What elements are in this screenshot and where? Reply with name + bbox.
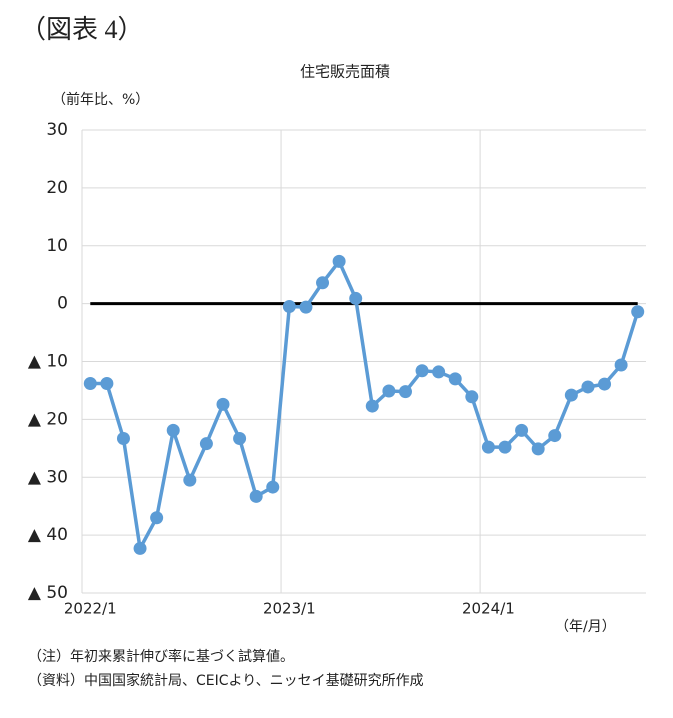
y-tick-label: ▲ 50: [28, 583, 68, 603]
x-tick-label: 2023/1: [263, 600, 316, 618]
data-point: [631, 305, 645, 319]
data-point: [249, 489, 263, 503]
data-point: [266, 480, 280, 494]
y-tick-label: 20: [46, 178, 68, 198]
data-point: [100, 376, 114, 390]
data-point: [282, 300, 296, 314]
x-axis-label: （年/月）: [555, 619, 616, 635]
data-point: [83, 376, 97, 390]
data-point: [465, 390, 479, 404]
data-point: [382, 384, 396, 398]
data-point: [598, 377, 612, 391]
data-point: [183, 473, 197, 487]
note: （資料）中国国家統計局、CEICより、ニッセイ基礎研究所作成: [28, 672, 424, 689]
data-point: [515, 423, 529, 437]
data-point: [614, 358, 628, 372]
data-point: [133, 541, 147, 555]
y-tick-label: ▲ 20: [28, 409, 68, 429]
data-point: [432, 365, 446, 379]
data-point: [116, 431, 130, 445]
data-point: [498, 440, 512, 454]
y-tick-label: 0: [57, 294, 68, 314]
data-point: [481, 440, 495, 454]
data-point: [199, 437, 213, 451]
y-axis-label: （前年比、%）: [52, 91, 149, 108]
data-point: [166, 423, 180, 437]
chart-title: 住宅販売面積: [300, 63, 390, 81]
data-point: [448, 372, 462, 386]
note: （注）年初来累計伸び率に基づく試算値。: [28, 648, 294, 665]
y-tick-label: 30: [46, 120, 68, 140]
y-tick-label: ▲ 10: [28, 352, 68, 372]
data-point: [365, 399, 379, 413]
y-tick-label: ▲ 40: [28, 525, 68, 545]
x-tick-label: 2024/1: [462, 600, 515, 618]
data-point: [349, 291, 363, 305]
data-point: [398, 385, 412, 399]
data-point: [548, 429, 562, 443]
data-point: [415, 364, 429, 378]
data-point: [150, 511, 164, 525]
series-line: [90, 257, 640, 554]
data-point: [316, 276, 330, 290]
data-point: [233, 431, 247, 445]
data-point: [299, 300, 313, 314]
data-point: [581, 380, 595, 394]
figure-label: （図表 4）: [20, 15, 144, 44]
data-point: [531, 442, 545, 456]
data-point: [332, 254, 346, 268]
x-tick-label: 2022/1: [64, 600, 117, 618]
data-point: [564, 388, 578, 402]
y-tick-label: ▲ 30: [28, 467, 68, 487]
y-tick-label: 10: [46, 236, 68, 256]
data-point: [216, 397, 230, 411]
